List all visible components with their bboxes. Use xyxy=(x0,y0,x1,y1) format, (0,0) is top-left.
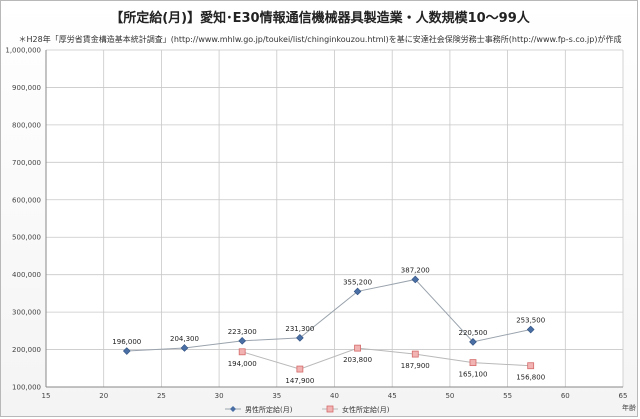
data-label: 387,200 xyxy=(401,266,430,274)
x-tick-label: 60 xyxy=(561,392,570,400)
data-point-male xyxy=(411,275,420,284)
y-tick-label: 700,000 xyxy=(12,159,41,167)
data-label: 220,500 xyxy=(459,329,488,337)
data-label: 355,200 xyxy=(343,278,372,286)
legend-label-female: 女性所定給(月) xyxy=(342,405,390,414)
x-tick-label: 25 xyxy=(157,392,166,400)
x-axis-title: 年齢 xyxy=(622,403,636,412)
x-tick-label: 30 xyxy=(215,392,224,400)
x-tick-label: 55 xyxy=(503,392,512,400)
y-tick-label: 800,000 xyxy=(12,121,41,129)
legend-marker-female xyxy=(326,405,334,413)
data-label: 165,100 xyxy=(459,371,488,379)
x-tick-label: 40 xyxy=(330,392,339,400)
y-tick-label: 500,000 xyxy=(12,234,41,242)
chart-subtitle: ＊H28年「厚労省賃金構造基本統計調査」(http://www.mhlw.go.… xyxy=(18,35,622,44)
x-tick-label: 50 xyxy=(445,392,454,400)
data-point-female xyxy=(296,365,304,373)
data-point-female xyxy=(238,348,246,356)
y-tick-label: 900,000 xyxy=(12,84,41,92)
data-label: 203,800 xyxy=(343,356,372,364)
data-point-female xyxy=(469,359,477,367)
series-line-female xyxy=(242,347,531,370)
y-tick-label: 100,000 xyxy=(12,384,41,392)
x-tick-label: 20 xyxy=(99,392,108,400)
x-tick-label: 45 xyxy=(388,392,397,400)
y-tick-label: 600,000 xyxy=(12,196,41,204)
series-line-male xyxy=(126,278,531,352)
data-label: 147,900 xyxy=(285,377,314,385)
y-tick-label: 200,000 xyxy=(12,346,41,354)
data-label: 231,300 xyxy=(285,325,314,333)
legend-label-male: 男性所定給(月) xyxy=(245,405,293,414)
data-label: 156,800 xyxy=(516,374,545,382)
data-point-male xyxy=(296,334,304,342)
data-point-female xyxy=(411,350,419,358)
data-point-male xyxy=(180,344,189,352)
data-label: 223,300 xyxy=(228,328,257,336)
data-point-male xyxy=(469,338,477,346)
x-tick-label: 65 xyxy=(619,392,628,400)
y-tick-label: 400,000 xyxy=(12,271,41,279)
data-label: 253,500 xyxy=(516,317,545,325)
data-point-male xyxy=(353,287,362,296)
data-label: 187,900 xyxy=(401,362,430,370)
y-tick-label: 300,000 xyxy=(12,309,41,317)
x-tick-label: 15 xyxy=(42,392,51,400)
data-label: 204,300 xyxy=(170,335,199,343)
data-point-male xyxy=(122,347,131,355)
data-point-female xyxy=(527,362,535,370)
data-label: 196,000 xyxy=(112,338,141,346)
data-point-male xyxy=(526,325,535,334)
data-point-female xyxy=(354,344,361,352)
y-tick-label: 1,000,000 xyxy=(5,47,41,55)
data-label: 194,000 xyxy=(228,360,257,368)
chart-title: 【所定給(月)】愛知･E30情報通信機械器具製造業・人数規模10～99人 xyxy=(110,11,530,26)
x-tick-label: 35 xyxy=(272,392,281,400)
data-point-male xyxy=(238,337,247,345)
legend-marker-male xyxy=(230,406,236,412)
